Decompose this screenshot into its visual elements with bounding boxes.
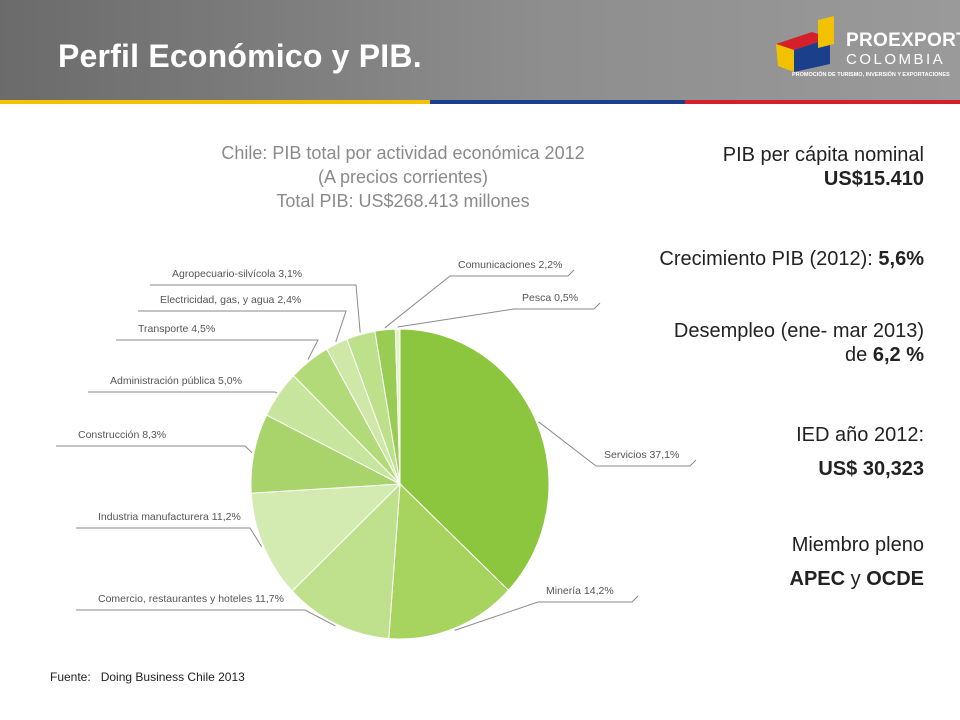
gdp-pie-chart: Chile: PIB total por actividad económica… [56,143,697,640]
gdp-per-capita-label: PIB per cápita nominal [722,144,924,166]
logo-country: COLOMBIA [846,51,946,68]
leader-line-6 [88,391,278,394]
fdi-label: IED año 2012: [796,424,924,446]
leader-line-5 [56,445,253,454]
pie-slice-1 [399,328,550,592]
membership: APEC y OCDE [790,568,925,591]
membership-org-ocde: OCDE [866,568,924,590]
pie-slice-3 [291,482,401,640]
slice-label-10: Comunicaciones 2,2% [458,259,562,271]
unemployment-prefix: de [845,344,873,366]
leader-line-7 [116,339,319,360]
source-note: Fuente: Doing Business Chile 2013 [50,670,245,684]
slice-label-7: Transporte 4,5% [138,323,215,335]
leader-line-1 [538,421,697,467]
membership-label: Miembro pleno [791,534,924,556]
chart-title-line-3: Total PIB: US$268.413 millones [276,191,529,211]
slice-label-2: Minería 14,2% [546,585,614,597]
slice-label-11: Pesca 0,5% [522,292,578,304]
leader-line-3 [76,609,336,627]
unemployment-label: Desempleo (ene- mar 2013) [673,320,924,342]
fdi-value: US$ 30,323 [818,458,924,480]
slice-label-4: Industria manufacturera 11,2% [98,511,241,523]
leader-line-2 [454,595,639,631]
logo-tagline: PROMOCIÓN DE TURISMO, INVERSIÓN Y EXPORT… [792,72,950,78]
gdp-per-capita-value: US$15.410 [823,168,924,190]
slice-label-3: Comercio, restaurantes y hoteles 11,7% [98,593,284,605]
chart-title: Chile: PIB total por actividad económica… [221,143,584,211]
pie-slice-4 [250,483,402,592]
leader-line-11 [397,302,601,328]
gdp-growth-value: 5,6% [878,248,924,270]
membership-and: y [845,568,867,590]
stripe-blue [430,100,685,104]
slice-label-6: Administración pública 5,0% [110,375,242,387]
header-bar: Perfil Económico y PIB. PROEXPORT COLOMB… [0,0,960,100]
stripe-red [685,100,960,104]
slice-label-9: Agropecuario-silvícola 3,1% [172,268,302,280]
pie-slice-2 [388,482,510,640]
stripe-yellow [0,100,430,104]
leader-line-4 [76,527,263,547]
pie-slice-11 [394,328,401,485]
leader-line-8 [138,310,347,343]
gdp-growth-label: Crecimiento PIB (2012): [659,248,879,270]
proexport-logo: PROEXPORT COLOMBIA PROMOCIÓN DE TURISMO,… [772,14,960,86]
leader-line-10 [384,269,575,329]
gdp-growth: Crecimiento PIB (2012): 5,6% [659,248,924,271]
unemployment-value: 6,2 % [872,344,924,366]
proexport-logo-mark [776,16,834,72]
source-label: Fuente: [50,670,91,684]
membership-org-apec: APEC [789,568,846,590]
leader-line-9 [150,284,361,333]
source-text: Doing Business Chile 2013 [100,670,245,684]
page-title: Perfil Económico y PIB. [58,38,422,74]
slice-label-5: Construcción 8,3% [78,429,166,441]
logo-name: PROEXPORT [846,30,960,51]
chart-title-line-1: Chile: PIB total por actividad económica… [221,143,584,163]
slice-label-8: Electricidad, gas, y agua 2,4% [160,294,301,306]
chart-title-line-2: (A precios corrientes) [318,167,488,187]
unemployment: de 6,2 % [845,344,924,367]
slice-label-1: Servicios 37,1% [604,449,679,461]
